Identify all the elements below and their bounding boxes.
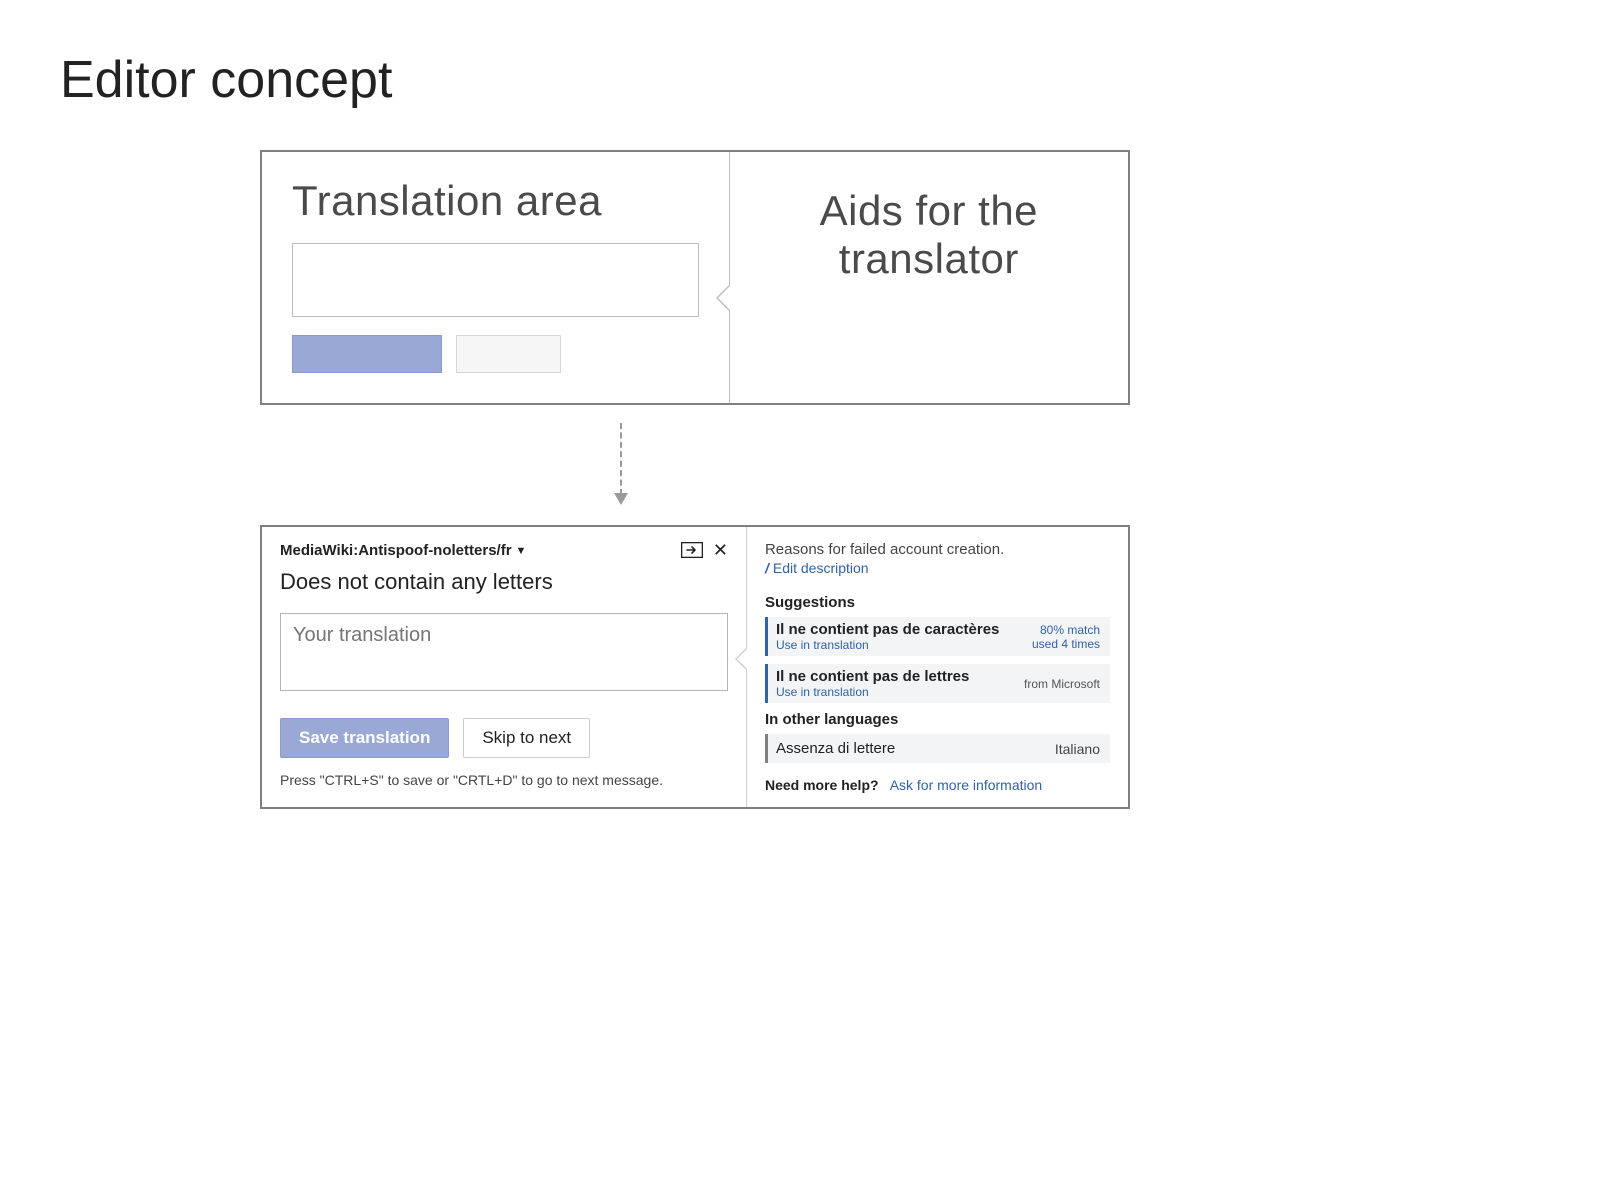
message-key-dropdown[interactable]: MediaWiki:Antispoof-noletters/fr ▼: [280, 542, 526, 559]
suggestion-item: Il ne contient pas de caractères Use in …: [765, 617, 1110, 656]
edit-description-label: Edit description: [773, 560, 869, 576]
detail-panel: MediaWiki:Antispoof-noletters/fr ▼ ✕ Doe…: [260, 525, 1130, 809]
suggestions-heading: Suggestions: [765, 594, 1110, 611]
other-languages-heading: In other languages: [765, 711, 1110, 728]
connector-arrowhead-icon: [614, 493, 628, 505]
edit-description-link[interactable]: / Edit description: [765, 560, 869, 576]
concept-secondary-button-placeholder[interactable]: [456, 335, 561, 373]
concept-to-detail-connector: [260, 405, 1130, 525]
concept-translation-input-placeholder[interactable]: [292, 243, 699, 317]
concept-primary-button-placeholder[interactable]: [292, 335, 442, 373]
page-title: Editor concept: [60, 50, 1540, 110]
other-language-text: Assenza di lettere: [776, 740, 895, 757]
expand-icon[interactable]: [681, 542, 703, 558]
chevron-down-icon: ▼: [516, 545, 527, 557]
message-key-label: MediaWiki:Antispoof-noletters/fr: [280, 542, 512, 559]
other-language-item: Assenza di lettere Italiano: [765, 734, 1110, 763]
pencil-icon: /: [765, 560, 769, 576]
suggestion-item: Il ne contient pas de lettres Use in tra…: [765, 664, 1110, 703]
ask-for-more-info-link[interactable]: Ask for more information: [890, 777, 1043, 793]
concept-left-heading: Translation area: [292, 177, 699, 225]
concept-panel: Translation area Aids for the translator: [260, 150, 1130, 405]
concept-right-heading: Aids for the translator: [760, 187, 1098, 283]
use-in-translation-link[interactable]: Use in translation: [776, 685, 969, 699]
connector-line-icon: [620, 423, 622, 495]
suggestion-meta: from Microsoft: [1024, 677, 1100, 691]
suggestion-meta: 80% match used 4 times: [1032, 623, 1100, 651]
close-icon[interactable]: ✕: [713, 541, 728, 559]
suggestion-source: from Microsoft: [1024, 677, 1100, 691]
other-language-name: Italiano: [1055, 741, 1100, 757]
concept-translation-area: Translation area: [262, 152, 730, 403]
suggestion-text: Il ne contient pas de lettres: [776, 668, 969, 685]
message-description: Reasons for failed account creation.: [765, 541, 1110, 558]
use-in-translation-link[interactable]: Use in translation: [776, 638, 999, 652]
concept-aids-area: Aids for the translator: [730, 152, 1128, 403]
help-prompt: Need more help?: [765, 777, 879, 793]
source-text: Does not contain any letters: [280, 569, 728, 595]
suggestion-text: Il ne contient pas de caractères: [776, 621, 999, 638]
help-row: Need more help? Ask for more information: [765, 777, 1110, 793]
shortcut-hint: Press "CTRL+S" to save or "CRTL+D" to go…: [280, 772, 728, 788]
suggestion-usage: used 4 times: [1032, 637, 1100, 651]
detail-aids-area: Reasons for failed account creation. / E…: [747, 527, 1128, 807]
suggestion-match: 80% match: [1040, 623, 1100, 637]
translation-input[interactable]: [280, 613, 728, 691]
detail-editor-area: MediaWiki:Antispoof-noletters/fr ▼ ✕ Doe…: [262, 527, 747, 807]
skip-to-next-button[interactable]: Skip to next: [463, 718, 590, 758]
save-translation-button[interactable]: Save translation: [280, 718, 449, 758]
